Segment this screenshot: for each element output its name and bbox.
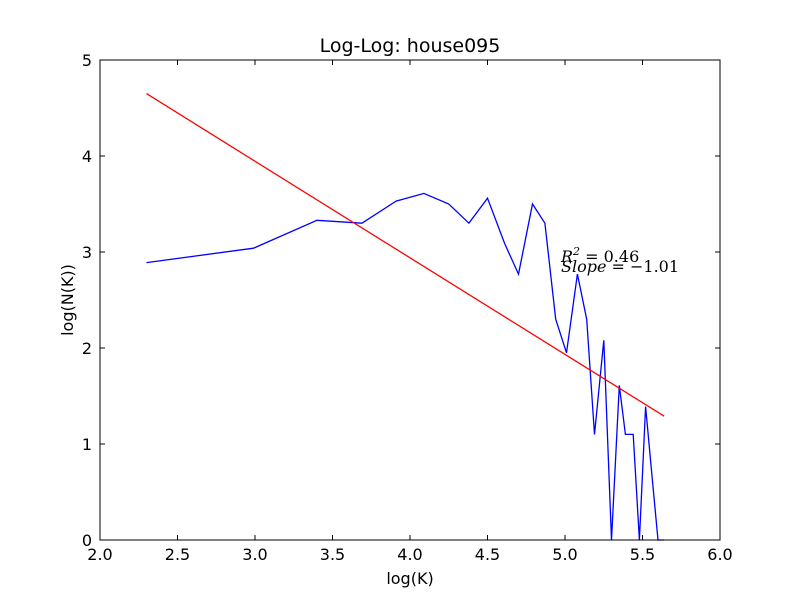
fit-line [146,93,665,417]
y-axis-title: log(N(K)) [58,264,77,336]
x-tick-label: 2.5 [165,545,190,564]
x-tick-label: 2.0 [87,545,112,564]
chart-title: Log-Log: house095 [320,35,501,57]
y-tick-label: 5 [82,51,92,70]
slope-annotation: Slope = −1.01 [561,257,679,276]
x-tick-label: 3.0 [242,545,267,564]
y-tick-label: 2 [82,339,92,358]
r-squared-annotation: R2 = 0.46 [560,245,639,266]
y-tick-label: 3 [82,243,92,262]
x-tick-label: 5.0 [552,545,577,564]
y-tick-label: 0 [82,531,92,550]
x-axis-title: log(K) [386,569,433,588]
x-tick-label: 5.5 [630,545,655,564]
data-series-line [146,192,665,541]
plot-area: 2.0 2.5 3.0 3.5 4.0 4.5 5.0 5.5 6.0 0 1 2 3 4 5 [82,51,733,564]
x-tick-label: 6.0 [707,545,732,564]
x-tick-label: 4.5 [475,545,500,564]
y-tick-label: 1 [82,435,92,454]
x-tick-label: 3.5 [320,545,345,564]
y-tick-label: 4 [82,147,92,166]
x-tick-label: 4.0 [397,545,422,564]
